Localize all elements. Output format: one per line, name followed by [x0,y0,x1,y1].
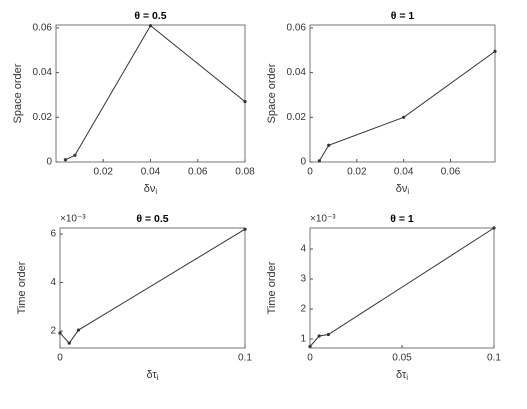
y-tick-label: 4 [50,277,56,288]
x-tick-label: 0 [57,353,63,364]
chart-title: θ = 0.5 [136,213,168,225]
y-axis-label: Time order [16,261,28,314]
data-point [308,344,312,349]
plot-area [55,24,246,163]
data-point [58,331,62,335]
data-point [317,159,321,163]
x-axis-label-sub: i [155,187,157,196]
x-axis-label: δτi [396,369,408,382]
x-tick-label: 0.1 [238,353,252,364]
y-tick-label: 3 [300,274,306,285]
x-tick-label: 0.04 [394,167,414,178]
data-point [67,341,71,345]
data-point [402,115,406,119]
y-axis-label: Space order [266,63,278,123]
x-axis-label-sub: i [407,187,409,196]
y-tick-label: 6 [50,229,56,240]
data-line [65,24,246,161]
data-point [493,49,497,53]
data-point [76,328,81,332]
x-axis-label: δνi [144,183,158,196]
y-tick-label: 2 [300,304,306,315]
data-point [63,158,68,162]
data-point [73,153,77,157]
y-axis-label: Space order [12,63,24,123]
y-tick-label: 1 [300,334,306,345]
x-axis-label: δτi [146,369,158,382]
y-tick-label: 2 [50,326,56,337]
x-tick-label: 0.04 [141,167,161,178]
data-line [318,50,496,162]
x-tick-label: 0.02 [94,167,114,178]
data-point [492,226,496,230]
x-tick-label: 0.08 [235,167,255,178]
y-tick-label: 4 [300,244,306,255]
data-point [148,24,153,28]
x-tick-label: 0.02 [347,167,367,178]
y-exponent: ×10⁻³ [310,214,336,225]
y-tick-label: 0 [300,157,306,168]
x-tick-label: 0.06 [441,167,461,178]
y-tick-label: 0 [46,157,52,168]
y-tick-label: 0.02 [287,112,307,123]
y-exponent: ×10⁻³ [60,214,86,225]
y-tick-label: 0.02 [33,112,53,123]
y-tick-label: 0.04 [33,67,53,78]
chart-title: θ = 0.5 [134,10,166,22]
x-axis-label-main: δτ [146,369,157,381]
y-tick-label: 0.06 [287,23,307,34]
plot-area [309,24,496,163]
data-line [309,227,495,347]
y-tick-label: 0.04 [287,67,307,78]
x-tick-label: 0.05 [392,353,412,364]
x-axis-label-sub: i [157,373,159,382]
data-point [243,100,247,104]
data-point [243,227,247,231]
x-axis-label: δνi [396,183,410,196]
x-tick-label: 0 [307,167,313,178]
y-tick-label: 0.06 [33,23,53,34]
data-line [59,228,246,344]
chart-title: θ = 1 [391,10,415,22]
x-axis-label-sub: i [406,373,408,382]
x-axis-label-main: δτ [396,369,407,381]
x-tick-label: 0.06 [188,167,208,178]
x-tick-label: 0 [307,353,313,364]
x-tick-label: 0.1 [487,353,501,364]
chart-title: θ = 1 [390,213,414,225]
data-point [327,143,331,147]
data-point [317,334,321,338]
x-axis-label-main: δν [396,183,408,195]
y-axis-label: Time order [266,261,278,314]
x-axis-label-main: δν [144,183,156,195]
data-point [326,332,330,337]
